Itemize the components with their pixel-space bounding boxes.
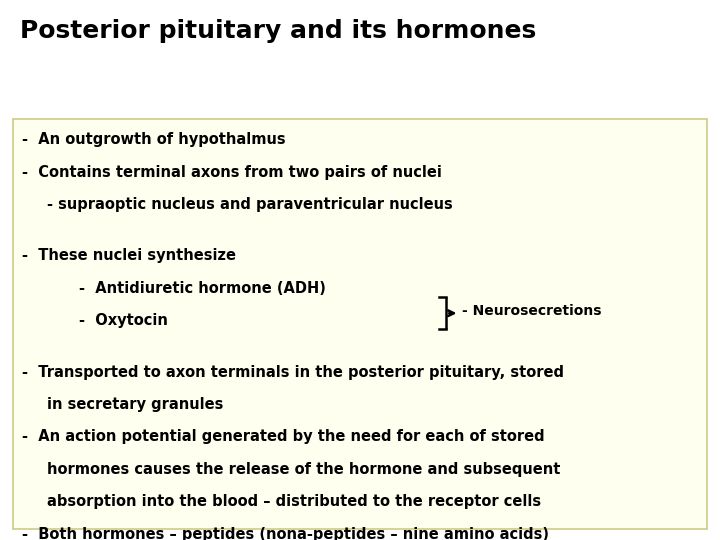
Text: in secretary granules: in secretary granules [47,397,223,412]
Text: - Neurosecretions: - Neurosecretions [462,304,602,318]
Text: -  An action potential generated by the need for each of stored: - An action potential generated by the n… [22,429,544,444]
Text: Posterior pituitary and its hormones: Posterior pituitary and its hormones [20,19,536,43]
Text: -  These nuclei synthesize: - These nuclei synthesize [22,248,235,264]
Text: -  Antidiuretic hormone (ADH): - Antidiuretic hormone (ADH) [79,281,326,296]
Text: - supraoptic nucleus and paraventricular nucleus: - supraoptic nucleus and paraventricular… [47,197,453,212]
FancyBboxPatch shape [13,119,707,529]
Text: hormones causes the release of the hormone and subsequent: hormones causes the release of the hormo… [47,462,560,477]
Text: absorption into the blood – distributed to the receptor cells: absorption into the blood – distributed … [47,494,541,509]
Text: -  Oxytocin: - Oxytocin [79,313,168,328]
Text: -  Both hormones – peptides (nona-peptides – nine amino acids): - Both hormones – peptides (nona-peptide… [22,526,549,540]
Text: -  Contains terminal axons from two pairs of nuclei: - Contains terminal axons from two pairs… [22,165,441,180]
Text: -  Transported to axon terminals in the posterior pituitary, stored: - Transported to axon terminals in the p… [22,364,564,380]
Text: -  An outgrowth of hypothalmus: - An outgrowth of hypothalmus [22,132,285,147]
